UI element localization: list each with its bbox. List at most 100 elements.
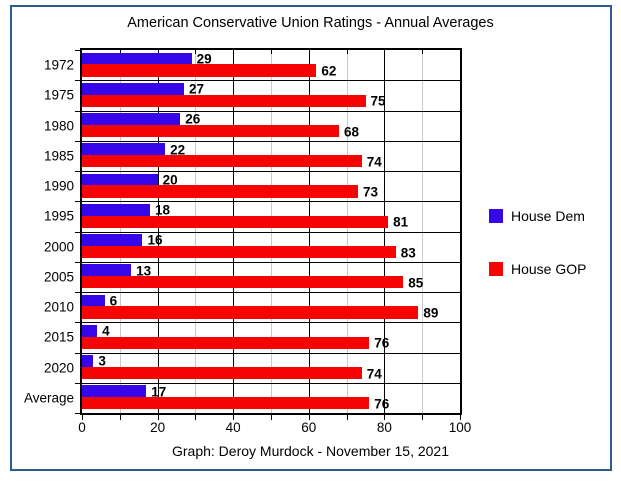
- gop-bar-2015: [82, 336, 370, 349]
- x-tick-label-80: 80: [376, 420, 392, 435]
- dem-value-label: 13: [136, 263, 152, 279]
- legend-entry-house-gop: House GOP: [489, 261, 586, 277]
- x-tick-label-60: 60: [301, 420, 317, 435]
- outer-frame: [10, 5, 612, 471]
- row-separator: [82, 80, 460, 81]
- gop-value-label: 76: [374, 335, 390, 351]
- gop-bar-2010: [82, 306, 419, 319]
- dem-value-label: 20: [162, 172, 178, 188]
- x-axis-tick: [233, 415, 234, 420]
- gridline-30: [195, 50, 196, 413]
- category-label-2000: 2000: [43, 239, 74, 255]
- chart-caption: Graph: Deroy Murdock - November 15, 2021: [171, 443, 449, 459]
- x-axis-tick: [460, 415, 461, 420]
- category-label-1990: 1990: [43, 178, 74, 194]
- category-label-1975: 1975: [43, 87, 74, 103]
- y-axis-tick: [75, 50, 80, 51]
- x-axis-tick: [384, 415, 385, 420]
- row-separator: [82, 353, 460, 354]
- x-axis-tick: [158, 415, 159, 420]
- top-tick-70: [347, 50, 348, 54]
- gridline-10: [120, 50, 121, 413]
- y-axis-tick: [75, 322, 80, 323]
- gop-bar-1985: [82, 155, 362, 168]
- gop-value-label: 81: [393, 214, 409, 230]
- chart-title: American Conservative Union Ratings - An…: [127, 15, 494, 31]
- category-label-2020: 2020: [43, 360, 74, 376]
- gridline-20: [158, 50, 159, 413]
- gridline-60: [309, 50, 310, 413]
- gop-value-label: 76: [374, 396, 390, 412]
- gridline-50: [271, 50, 272, 413]
- dem-bar-1972: [82, 52, 192, 65]
- dem-bar-2015: [82, 324, 98, 337]
- y-axis-tick: [75, 413, 80, 414]
- x-axis-tick: [347, 415, 348, 420]
- gop-value-label: 85: [408, 275, 424, 291]
- top-tick-10: [120, 50, 121, 54]
- gop-bar-1990: [82, 185, 358, 198]
- gop-bar-1995: [82, 215, 389, 228]
- category-label-1980: 1980: [43, 118, 74, 134]
- dem-value-label: 16: [147, 232, 163, 248]
- house-gop-swatch: [489, 262, 503, 276]
- top-tick-90: [422, 50, 423, 54]
- gop-value-label: 89: [423, 305, 439, 321]
- gop-bar-2020: [82, 366, 362, 379]
- x-axis-tick: [120, 415, 121, 420]
- dem-value-label: 6: [109, 293, 118, 309]
- top-tick-50: [271, 50, 272, 54]
- x-tick-label-0: 0: [78, 420, 86, 435]
- dem-bar-2000: [82, 234, 143, 246]
- legend-entry-house-dem: House Dem: [489, 208, 585, 224]
- dem-value-label: 4: [102, 323, 110, 339]
- row-separator: [82, 111, 460, 112]
- y-axis-tick: [75, 353, 80, 354]
- row-separator: [82, 141, 460, 142]
- dem-value-label: 3: [98, 353, 106, 369]
- gop-value-label: 75: [370, 93, 386, 109]
- dem-bar-1975: [82, 82, 185, 95]
- house-gop-label: House GOP: [511, 261, 587, 277]
- house-dem-label: House Dem: [511, 208, 585, 224]
- x-axis-tick: [82, 415, 83, 420]
- dem-value-label: 29: [196, 51, 212, 67]
- dem-bar-2020: [82, 355, 94, 367]
- house-dem-swatch: [489, 209, 503, 223]
- row-separator: [82, 262, 460, 263]
- gop-value-label: 68: [344, 124, 360, 140]
- gop-bar-1975: [82, 94, 366, 107]
- dem-value-label: 17: [151, 384, 167, 400]
- category-label-2005: 2005: [43, 269, 74, 285]
- x-tick-label-40: 40: [225, 420, 241, 435]
- gop-value-label: 73: [362, 184, 378, 200]
- gop-bar-Average: [82, 397, 370, 410]
- dem-bar-2010: [82, 294, 105, 307]
- row-separator: [82, 292, 460, 293]
- y-axis-tick: [75, 111, 80, 112]
- row-separator: [82, 171, 460, 172]
- y-axis-tick: [75, 171, 80, 172]
- row-separator: [82, 201, 460, 202]
- y-axis-tick: [75, 201, 80, 202]
- row-separator: [82, 322, 460, 323]
- dem-bar-1985: [82, 143, 166, 155]
- row-separator: [82, 232, 460, 233]
- category-label-1972: 1972: [43, 57, 74, 73]
- dem-value-label: 22: [170, 142, 186, 158]
- gridline-80: [384, 50, 385, 413]
- dem-bar-1990: [82, 173, 158, 186]
- y-axis-tick: [75, 262, 80, 263]
- gop-bar-2005: [82, 276, 404, 289]
- plot-area: 29 62 27 75 26 68 22 74 20 73 18 81 16 83 13 85 6 89 4 76 3 7…: [80, 48, 462, 415]
- gridline-70: [347, 50, 348, 413]
- gop-bar-1972: [82, 64, 317, 77]
- dem-value-label: 18: [155, 202, 171, 218]
- dem-bar-2005: [82, 264, 132, 276]
- gop-value-label: 83: [400, 245, 416, 261]
- category-label-Average: Average: [23, 390, 74, 406]
- category-label-1995: 1995: [43, 208, 74, 224]
- gop-value-label: 62: [321, 63, 337, 79]
- category-label-2010: 2010: [43, 299, 74, 315]
